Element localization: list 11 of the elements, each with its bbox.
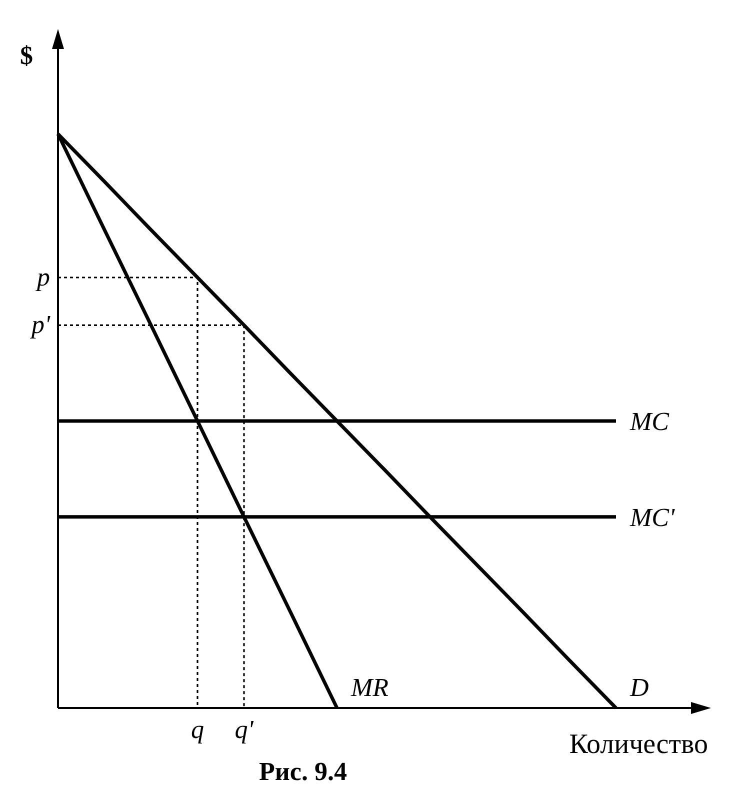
ref-line-label: p' <box>29 310 50 340</box>
series-label: D <box>629 673 649 702</box>
series-label: MR <box>350 673 389 702</box>
text: Рис. 9.4 <box>259 757 347 786</box>
y-axis-title: $ <box>20 41 33 70</box>
series-label: MC <box>629 407 670 436</box>
ref-line-label: p <box>35 262 50 292</box>
x-tick-label: q' <box>234 715 254 744</box>
series-label: MC' <box>629 502 675 532</box>
x-tick-label: q <box>191 715 204 744</box>
x-axis-title: Количество <box>569 729 708 760</box>
